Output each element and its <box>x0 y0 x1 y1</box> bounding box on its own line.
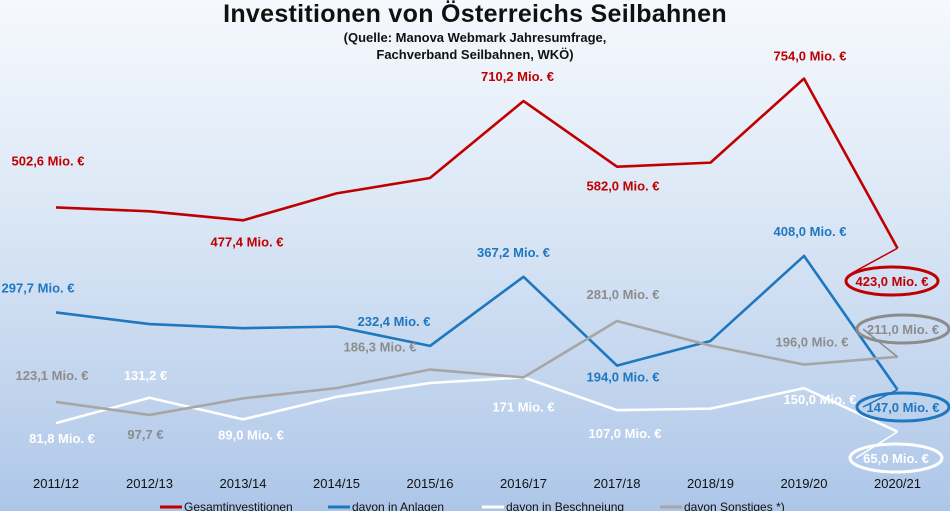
data-label: 150,0 Mio. € <box>784 392 857 407</box>
x-tick-label: 2013/14 <box>220 476 267 491</box>
data-label: 107,0 Mio. € <box>589 426 662 441</box>
end-leader-1 <box>862 388 898 408</box>
data-label: 477,4 Mio. € <box>211 234 284 249</box>
x-tick-label: 2011/12 <box>33 476 79 491</box>
data-labels: 502,6 Mio. € 477,4 Mio. € 710,2 Mio. € 582,… <box>2 49 940 466</box>
chart-subtitle-line-1: (Quelle: Manova Webmark Jahresumfrage, <box>343 30 607 45</box>
x-tick-label: 2020/21 <box>874 476 921 491</box>
chart-subtitle-line-2: Fachverband Seilbahnen, WKÖ) <box>376 47 574 62</box>
legend-label: Gesamtinvestitionen <box>184 500 293 511</box>
x-tick-label: 2012/13 <box>126 476 173 491</box>
end-oval-2 <box>848 442 944 474</box>
chart-title: Investitionen von Österreichs Seilbahnen <box>223 0 727 28</box>
series-line-2 <box>55 376 899 433</box>
end-oval-3 <box>855 313 950 345</box>
data-label: 171 Mio. € <box>492 399 554 414</box>
x-tick-label: 2017/18 <box>594 476 641 491</box>
legend: Gesamtinvestitionen davon in Anlagen davon… <box>160 500 785 511</box>
x-tick-label: 2015/16 <box>407 476 454 491</box>
data-label: 297,7 Mio. € <box>2 280 75 295</box>
legend-label: davon Sonstiges *) <box>684 500 785 511</box>
x-tick-label: 2018/19 <box>687 476 734 491</box>
x-tick-label: 2019/20 <box>781 476 828 491</box>
data-label: 408,0 Mio. € <box>774 224 847 239</box>
data-label: 367,2 Mio. € <box>477 245 550 260</box>
data-label: 194,0 Mio. € <box>587 370 660 385</box>
data-label: 123,1 Mio. € <box>16 368 89 383</box>
data-label: 65,0 Mio. € <box>863 451 929 466</box>
label-ovals <box>844 247 950 474</box>
data-label: 81,8 Mio. € <box>29 431 95 446</box>
legend-label: davon in Anlagen <box>352 500 444 511</box>
end-leader-3 <box>862 328 898 358</box>
data-label: 710,2 Mio. € <box>481 69 554 84</box>
data-label: 147,0 Mio. € <box>867 400 940 415</box>
series-line-0 <box>55 77 899 249</box>
x-axis-ticks: 2011/12 2012/13 2013/14 2014/15 2015/16 2016/… <box>33 476 921 491</box>
data-label: 423,0 Mio. € <box>856 274 929 289</box>
data-label: 89,0 Mio. € <box>218 427 284 442</box>
data-label: 582,0 Mio. € <box>587 179 660 194</box>
data-label: 97,7 € <box>127 427 163 442</box>
data-label: 502,6 Mio. € <box>12 153 85 168</box>
data-label: 211,0 Mio. € <box>867 322 939 337</box>
data-label: 281,0 Mio. € <box>587 287 660 302</box>
data-label: 131,2 € <box>124 368 167 383</box>
legend-label: davon in Beschneiung <box>506 500 624 511</box>
end-oval-1 <box>855 391 950 423</box>
end-leader-0 <box>851 247 898 274</box>
series-line-3 <box>55 319 898 417</box>
series-line-1 <box>55 254 899 391</box>
data-label: 186,3 Mio. € <box>344 340 417 355</box>
data-label: 754,0 Mio. € <box>774 49 847 64</box>
x-tick-label: 2014/15 <box>313 476 360 491</box>
data-label: 232,4 Mio. € <box>358 314 431 329</box>
series-lines <box>55 77 899 433</box>
end-leader-2 <box>855 431 898 459</box>
data-label: 196,0 Mio. € <box>776 335 849 350</box>
end-oval-0 <box>844 265 940 297</box>
x-tick-label: 2016/17 <box>500 476 547 491</box>
